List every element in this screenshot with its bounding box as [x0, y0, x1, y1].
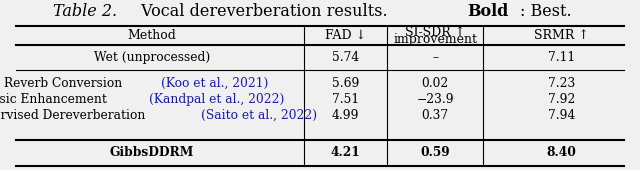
- Text: 0.02: 0.02: [422, 77, 449, 90]
- Text: 0.37: 0.37: [422, 109, 449, 122]
- Text: 4.99: 4.99: [332, 109, 359, 122]
- Text: (Kandpal et al., 2022): (Kandpal et al., 2022): [149, 93, 285, 106]
- Text: Music Enhancement: Music Enhancement: [0, 93, 111, 106]
- Text: 7.51: 7.51: [332, 93, 359, 106]
- Text: –: –: [432, 51, 438, 64]
- Text: GibbsDDRM: GibbsDDRM: [109, 147, 194, 159]
- Text: SI-SDR ↑: SI-SDR ↑: [405, 26, 465, 39]
- Text: 7.92: 7.92: [548, 93, 575, 106]
- Text: 7.11: 7.11: [548, 51, 575, 64]
- Text: Method: Method: [127, 29, 176, 42]
- Text: FAD ↓: FAD ↓: [325, 29, 366, 42]
- Text: improvement: improvement: [393, 33, 477, 46]
- Text: : Best.: : Best.: [520, 3, 572, 20]
- Text: Vocal dereverberation results.: Vocal dereverberation results.: [136, 3, 392, 20]
- Text: (Saito et al., 2022): (Saito et al., 2022): [201, 109, 317, 122]
- Text: −23.9: −23.9: [417, 93, 454, 106]
- Text: SRMR ↑: SRMR ↑: [534, 29, 589, 42]
- Text: 7.94: 7.94: [548, 109, 575, 122]
- Text: 7.23: 7.23: [548, 77, 575, 90]
- Text: 5.69: 5.69: [332, 77, 359, 90]
- Text: 5.74: 5.74: [332, 51, 359, 64]
- Text: Bold: Bold: [467, 3, 508, 20]
- Text: Wet (unprocessed): Wet (unprocessed): [93, 51, 210, 64]
- Text: 4.21: 4.21: [331, 147, 360, 159]
- Text: 0.59: 0.59: [420, 147, 450, 159]
- Text: Reverb Conversion: Reverb Conversion: [4, 77, 125, 90]
- Text: Table 2.: Table 2.: [53, 3, 117, 20]
- Text: Unsupervised Dereverberation: Unsupervised Dereverberation: [0, 109, 145, 122]
- Text: (Koo et al., 2021): (Koo et al., 2021): [161, 77, 269, 90]
- Text: 8.40: 8.40: [547, 147, 576, 159]
